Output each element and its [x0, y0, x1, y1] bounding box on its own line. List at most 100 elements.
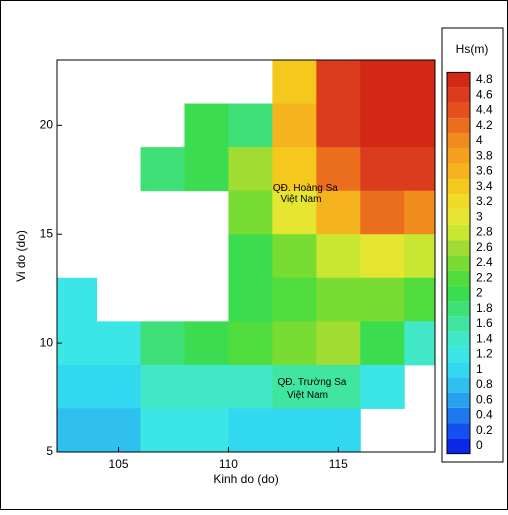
colorbar-label: 2.2: [476, 270, 493, 284]
cell: [57, 321, 98, 366]
cell: [272, 103, 317, 148]
colorbar-label: 1.8: [476, 301, 493, 315]
cell: [228, 103, 273, 148]
cell: [404, 147, 435, 192]
cell: [272, 408, 317, 452]
cell: [404, 234, 435, 279]
cell: [316, 147, 361, 192]
annotation: Việt Nam: [287, 390, 328, 401]
colorbar-swatch: [447, 331, 470, 347]
colorbar-swatch: [447, 102, 470, 119]
colorbar-swatch: [447, 362, 470, 378]
cell: [316, 408, 361, 452]
cell: [272, 147, 317, 192]
colorbar-label: 4.2: [476, 118, 493, 132]
colorbar-swatch: [447, 255, 470, 271]
colorbar-swatch: [447, 194, 470, 210]
cell: [96, 364, 142, 409]
cell: [404, 60, 435, 105]
cell: [360, 321, 405, 366]
cell: [272, 364, 317, 409]
y-axis-label: Vi do (do): [14, 230, 28, 282]
cell: [228, 190, 273, 235]
cell: [272, 190, 317, 235]
cell: [316, 190, 361, 235]
colorbar-label: 1.4: [476, 331, 493, 345]
colorbar-label: 3.6: [476, 164, 493, 178]
cell: [360, 147, 405, 192]
cell: [228, 408, 273, 452]
cell: [272, 60, 317, 105]
colorbar-label: 0.4: [476, 408, 493, 422]
colorbar-label: 4.8: [476, 72, 493, 86]
colorbar-swatch: [447, 179, 470, 195]
cell: [184, 321, 229, 366]
cell: [272, 321, 317, 366]
cell: [228, 147, 273, 192]
x-tick-label: 110: [219, 457, 238, 471]
colorbar-label: 3: [476, 209, 483, 223]
cell: [272, 234, 317, 279]
y-tick-label: 10: [40, 335, 54, 349]
colorbar-label: 1: [476, 362, 483, 376]
colorbar-swatch: [447, 240, 470, 256]
colorbar-label: 2: [476, 286, 483, 300]
colorbar-label: 0: [476, 438, 483, 452]
colorbar-label: 4.6: [476, 87, 493, 101]
colorbar-label: 3.2: [476, 194, 493, 208]
cell: [360, 60, 405, 105]
colorbar-label: 3.4: [476, 179, 493, 193]
cell: [360, 103, 405, 148]
colorbar-label: 1.2: [476, 347, 493, 361]
colorbar-label: 0.2: [476, 423, 493, 437]
colorbar-swatch: [447, 423, 470, 439]
colorbar-label: 0.8: [476, 377, 493, 391]
colorbar-swatch: [447, 72, 470, 88]
cell: [272, 277, 317, 322]
colorbar-label: 2.4: [476, 255, 493, 269]
colorbar-swatch: [447, 133, 470, 149]
annotation: QĐ. Hoàng Sa: [273, 183, 338, 194]
colorbar-swatch: [447, 346, 470, 363]
colorbar-label: 4.4: [476, 103, 493, 117]
cell: [184, 147, 229, 192]
x-tick-label: 105: [109, 457, 129, 471]
colorbar-swatch: [447, 87, 470, 103]
y-tick-label: 15: [40, 226, 54, 240]
cell: [228, 277, 273, 322]
cell: [404, 190, 435, 235]
cell: [184, 364, 229, 409]
cell: [228, 321, 273, 366]
cell: [316, 321, 361, 366]
colorbar-swatch: [447, 316, 470, 332]
colorbar-swatch: [447, 377, 470, 393]
colorbar-swatch: [447, 407, 470, 424]
cell: [360, 234, 405, 279]
cell: [360, 277, 405, 322]
x-tick-label: 115: [329, 457, 348, 471]
y-tick-label: 20: [40, 118, 54, 132]
cell: [404, 103, 435, 148]
y-tick-label: 5: [46, 444, 53, 458]
cell: [316, 60, 361, 105]
cell: [184, 408, 229, 452]
colorbar-swatch: [447, 285, 470, 302]
colorbar-label: 4: [476, 133, 483, 147]
colorbar-swatch: [447, 209, 470, 225]
x-axis-label: Kinh do (do): [213, 472, 278, 486]
annotation: QĐ. Trường Sa: [278, 377, 347, 388]
cell: [360, 190, 405, 235]
cell: [228, 234, 273, 279]
colorbar-label: 1.6: [476, 316, 493, 330]
colorbar-swatch: [447, 392, 470, 408]
cell: [140, 147, 185, 192]
cell: [404, 277, 435, 322]
colorbar-swatch: [447, 438, 470, 454]
colorbar-swatch: [447, 224, 470, 241]
cell: [360, 364, 405, 409]
cell: [316, 277, 361, 322]
cell: [57, 408, 98, 452]
colorbar-border: [446, 71, 471, 455]
colorbar-swatch: [447, 270, 470, 286]
